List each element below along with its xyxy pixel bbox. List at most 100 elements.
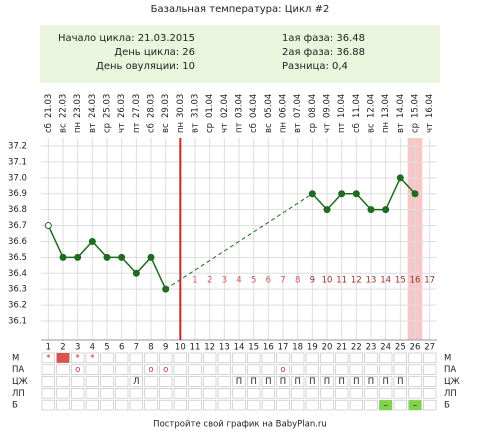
table-cell [203, 352, 217, 364]
table-cell [305, 352, 319, 364]
table-mark-text: – [413, 401, 417, 411]
table-cell [364, 364, 378, 375]
y-tick-label: 36.2 [8, 301, 27, 311]
table-cell [217, 388, 231, 399]
table-mark-text: П [368, 377, 374, 387]
table-cell [129, 399, 143, 411]
temperature-point [147, 253, 155, 261]
table-cell [203, 364, 217, 375]
date: 29.03 [161, 94, 171, 118]
table-cell [71, 376, 85, 387]
table-mark-text: П [397, 377, 403, 387]
table-cell [232, 364, 246, 375]
table-cell [71, 352, 85, 364]
table-cell [188, 376, 202, 387]
table-cell [320, 352, 334, 364]
table-cell [115, 388, 129, 399]
table-cell [41, 388, 55, 399]
table-cell [335, 388, 349, 399]
row-label: ПА [444, 365, 456, 375]
temperature-point [74, 253, 82, 261]
temperature-point [308, 190, 316, 198]
table-cell [261, 364, 275, 375]
date: 10.04 [337, 94, 347, 118]
table-cell [364, 399, 378, 411]
table-mark-text: П [250, 377, 256, 387]
table-cell [85, 364, 99, 375]
temperature-point [59, 253, 67, 261]
weekday: пн [279, 122, 289, 133]
table-cell [159, 376, 173, 387]
table-cell [379, 352, 393, 364]
table-cell [71, 388, 85, 399]
weekday: пн [381, 122, 391, 133]
date: 26.03 [117, 94, 127, 118]
date: 14.04 [396, 94, 406, 118]
temperature-point [367, 206, 375, 214]
table-cell [144, 399, 158, 411]
y-tick-label: 36.8 [8, 205, 27, 215]
table-cell [335, 399, 349, 411]
x-tick-label: 8 [148, 343, 153, 353]
table-cell [188, 364, 202, 375]
phase2-day: 5 [251, 276, 256, 286]
table-cell [261, 376, 275, 387]
weekday: пт [235, 122, 245, 133]
table-cell [203, 376, 217, 387]
table-cell [261, 399, 275, 411]
x-tick-label: 26 [410, 343, 421, 353]
table-mark-text: о [148, 365, 153, 375]
weekday: вс [161, 123, 171, 133]
weekday: чт [425, 123, 435, 133]
table-cell [144, 364, 158, 375]
table-cell [305, 376, 319, 387]
table-cell [364, 376, 378, 387]
date: 08.04 [308, 94, 318, 118]
table-mark-text: П [236, 377, 242, 387]
x-tick-label: 16 [263, 343, 274, 353]
date: 03.04 [235, 94, 245, 118]
table-mark-text: П [265, 377, 271, 387]
table-cell [129, 352, 143, 364]
temperature-point [88, 237, 96, 245]
table-cell [129, 364, 143, 375]
table-mark-text: о [75, 365, 80, 375]
weekday: чт [117, 123, 127, 133]
table-cell [305, 388, 319, 399]
phase2-day: 8 [295, 276, 300, 286]
info-box [40, 25, 440, 83]
x-tick-label: 11 [190, 343, 201, 353]
table-cell [100, 399, 114, 411]
info-text: Начало цикла: 21.03.2015 [58, 33, 195, 44]
table-cell [188, 388, 202, 399]
table-mark-text: * [90, 353, 94, 363]
weekday: вс [59, 123, 69, 133]
x-tick-label: 23 [366, 343, 377, 353]
weekday: пт [132, 122, 142, 133]
table-cell [261, 388, 275, 399]
y-tick-label: 36.6 [8, 237, 27, 247]
phase2-day: 12 [351, 276, 362, 286]
phase2-day: 7 [280, 276, 285, 286]
table-cell [291, 388, 305, 399]
table-cell [408, 352, 422, 364]
table-cell [173, 352, 187, 364]
table-cell [217, 364, 231, 375]
x-tick-label: 18 [292, 343, 303, 353]
table-cell [85, 388, 99, 399]
table-cell [159, 364, 173, 375]
table-mark-text: П [294, 377, 300, 387]
date: 02.04 [220, 94, 230, 118]
row-label: М [12, 353, 19, 363]
temperature-point [352, 190, 360, 198]
table-cell [217, 376, 231, 387]
phase2-day: 14 [380, 276, 391, 286]
weekday: пт [337, 122, 347, 133]
x-tick-label: 21 [336, 343, 347, 353]
table-cell [305, 399, 319, 411]
x-tick-label: 10 [175, 343, 186, 353]
table-cell [393, 399, 407, 411]
date: 01.04 [205, 94, 215, 118]
table-mark-text: * [76, 353, 80, 363]
info-text: Разница: 0,4 [282, 61, 348, 72]
